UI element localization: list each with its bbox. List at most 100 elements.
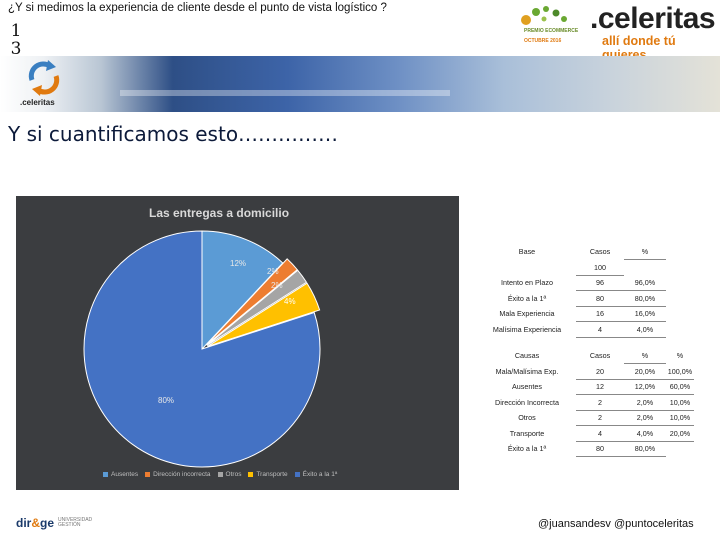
pie-chart-panel: Las entregas a domicilio 12% 2% 2% 4% 80% Au…: [16, 196, 459, 490]
table2-cell: 100,0%: [666, 363, 694, 380]
legend-swatch: [248, 471, 254, 477]
table2-cell: 2: [576, 410, 624, 426]
table2-cell: 80,0%: [624, 441, 666, 457]
chart-legend: Ausentes Dirección incorrecta Otros Transpo…: [96, 471, 337, 478]
table1-cell: Éxito a la 1ª: [507, 293, 547, 303]
table2-cell: 4: [576, 425, 624, 442]
table2-cell: 4,0%: [624, 425, 666, 442]
dirge-logo-part: ge: [40, 516, 55, 530]
table2-cell: 20: [576, 363, 624, 380]
legend-item-label: Dirección incorrecta: [153, 471, 211, 478]
dirge-sub1: UNIVERSIDAD: [58, 517, 93, 523]
table2-header: Causas: [514, 351, 540, 361]
award-icon: [521, 6, 567, 25]
pie-data-label: 80%: [158, 396, 174, 405]
table2-row: Ausentes 12 12,0% 60,0%: [478, 379, 694, 395]
table2-cell: 2: [576, 394, 624, 411]
pie-slice-direcci-n-incorrecta: [206, 258, 298, 346]
table1-cell: 96,0%: [624, 275, 666, 291]
table2-header: Casos: [589, 351, 611, 361]
legend-item-label: Ausentes: [111, 471, 139, 478]
brand-name: .celeritas: [590, 2, 716, 35]
legend-swatch: [294, 471, 300, 477]
legend-item-label: Éxito a la 1ª: [302, 471, 338, 478]
table2-cell: 2,0%: [624, 394, 666, 411]
dirge-subtitle: UNIVERSIDAD GESTIÓN: [58, 518, 92, 528]
award-logo: PREMIO ECOMMERCE OCTUBRE 2016: [506, 4, 582, 48]
table2-cell: 12,0%: [624, 379, 666, 395]
table2-row: Mala/Malísima Exp. 20 20,0% 100,0%: [478, 363, 694, 380]
table2-cell: Transporte: [509, 428, 545, 438]
table2-cell: [666, 441, 694, 457]
celeritas-small-logo: .celeritas: [10, 58, 72, 112]
legend-item-label: Otros: [225, 471, 242, 478]
award-line2: OCTUBRE 2016: [524, 38, 562, 44]
table1-row: Éxito a la 1ª 80 80,0%: [478, 290, 666, 307]
dirge-logo-part: dir: [16, 516, 32, 530]
dirge-logo-amp: &: [31, 516, 41, 530]
table1-cell: 80: [576, 290, 624, 307]
chart-title: Las entregas a domicilio: [149, 206, 290, 220]
table1-row: Malísima Experiencia 4 4,0%: [478, 321, 666, 338]
table1-base-value: 100: [576, 259, 624, 276]
slide-number-line2: 3: [10, 39, 22, 59]
table1-cell: Malísima Experiencia: [492, 324, 562, 334]
dirge-sub2: GESTIÓN: [58, 522, 81, 528]
table2-row: Transporte 4 4,0% 20,0%: [478, 425, 694, 442]
table2-cell: Otros: [518, 413, 536, 423]
table2-header: %: [676, 351, 684, 361]
table1-base-row: 100: [478, 259, 666, 276]
table2-cell: Éxito a la 1ª: [507, 444, 547, 454]
table2-cell: Mala/Malísima Exp.: [495, 366, 559, 376]
table1-row: Intento en Plazo 96 96,0%: [478, 275, 666, 291]
table2-header: %: [624, 348, 666, 364]
table2-cell: 12: [576, 379, 624, 395]
table2-cell: Ausentes: [512, 382, 542, 392]
table1-cell: 16,0%: [624, 306, 666, 322]
pie-chart: 12%2%2%4%80%: [83, 230, 321, 468]
legend-item-label: Transporte: [256, 471, 288, 478]
award-line1: PREMIO ECOMMERCE: [524, 28, 579, 34]
table2-cell: 80: [576, 441, 624, 457]
legend-swatch: [145, 471, 151, 477]
pie-slice-ausentes: [201, 230, 284, 351]
pie-slice-otros: [206, 269, 308, 346]
slide-heading: Y si cuantificamos esto……………: [8, 122, 339, 146]
recycle-arrows-icon: [28, 60, 60, 96]
table1-header: %: [624, 244, 666, 260]
table2-cell: 20,0%: [624, 363, 666, 380]
delivery-stats-table: Base Casos % 100 Intento en Plazo 96 96,0%…: [478, 244, 666, 338]
table2-cell: 2,0%: [624, 410, 666, 426]
dirge-logo: dir&ge: [16, 516, 54, 530]
table1-cell: Mala Experiencia: [499, 309, 555, 319]
table2-cell: Dirección Incorrecta: [495, 397, 559, 407]
table2-header-row: Causas Casos%%: [478, 348, 694, 364]
legend-swatch: [103, 471, 108, 477]
table2-cell: 20,0%: [666, 425, 694, 442]
table1-cell: 96: [576, 275, 624, 291]
banner-stripe: [120, 90, 450, 96]
pie-slice-transporte: [207, 282, 321, 347]
table2-cell: 10,0%: [666, 394, 694, 411]
table2-row: Éxito a la 1ª 80 80,0%: [478, 441, 694, 457]
table1-cell: 4,0%: [624, 321, 666, 338]
pie-data-label: 2%: [267, 267, 279, 276]
table2-row: Dirección Incorrecta 2 2,0% 10,0%: [478, 394, 694, 411]
table1-cell: 16: [576, 306, 624, 322]
table1-header: Casos: [589, 247, 611, 257]
legend-swatch: [217, 471, 223, 477]
pie-slice--xito-a-la-1-: [83, 230, 321, 468]
table1-header-row: Base Casos %: [478, 244, 666, 260]
table2-cell: 60,0%: [666, 379, 694, 395]
pie-data-label: 12%: [230, 259, 246, 268]
pie-data-label: 2%: [271, 281, 283, 290]
table1-cell: 4: [576, 321, 624, 338]
table1-cell: Intento en Plazo: [501, 278, 553, 288]
table1-row: Mala Experiencia 16 16,0%: [478, 306, 666, 322]
table2-cell: 10,0%: [666, 410, 694, 426]
table1-cell: 80,0%: [624, 290, 666, 307]
table1-header: Base: [518, 247, 536, 257]
causes-table: Causas Casos%% Mala/Malísima Exp. 20 20,0% 10…: [478, 348, 694, 457]
slide-header-title: ¿Y si medimos la experiencia de cliente …: [8, 2, 387, 14]
slide-number-line1: 1: [10, 21, 22, 41]
